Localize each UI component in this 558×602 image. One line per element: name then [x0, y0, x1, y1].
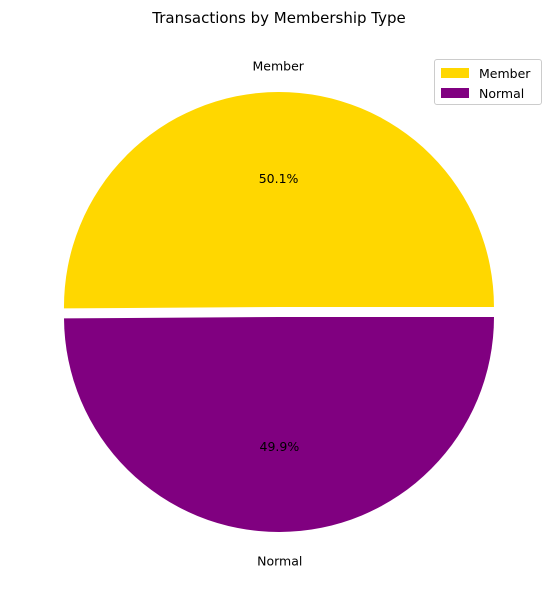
pie-category-label-member: Member — [253, 59, 305, 74]
legend-item-member: Member — [441, 64, 530, 82]
legend-item-normal: Normal — [441, 84, 524, 102]
legend-swatch-normal — [441, 88, 469, 98]
pie-slice-normal — [64, 317, 494, 532]
legend-label-normal: Normal — [479, 85, 525, 101]
chart-title: Transactions by Membership Type — [151, 9, 406, 27]
legend: Member Normal — [434, 59, 542, 105]
pie-category-label-normal: Normal — [257, 553, 302, 568]
pie-pct-label-normal: 49.9% — [260, 439, 300, 454]
legend-label-member: Member — [479, 65, 531, 81]
pie-pct-label-member: 50.1% — [259, 171, 299, 186]
pie-labels: 50.1% Member 49.9% Normal — [253, 59, 305, 569]
pie-slices — [63, 91, 494, 532]
legend-swatch-member — [441, 68, 469, 78]
pie-slice-member — [63, 91, 494, 309]
